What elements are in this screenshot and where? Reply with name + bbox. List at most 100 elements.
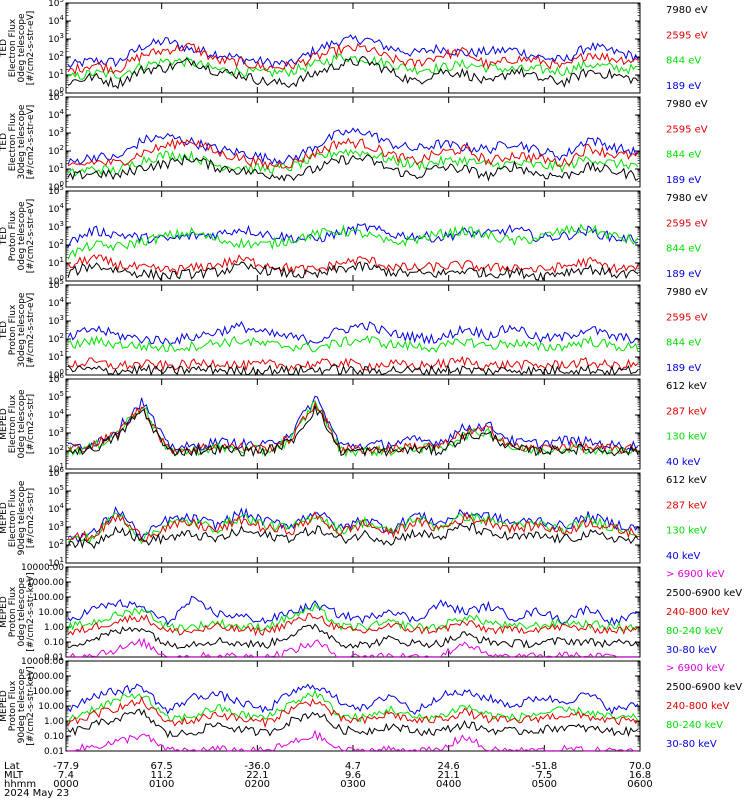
- y-axis-label: MEPEDProton Flux90deg telescope[#/cm2-s-…: [0, 666, 36, 745]
- y-axis-label: TEDProton Flux0deg telescope[#/cm2-s-str…: [0, 199, 36, 274]
- y-tick-label: 1000.00: [27, 578, 64, 588]
- y-tick-label: 10.00: [38, 608, 64, 618]
- panel-3: 100 101 102 103 104 105 TEDProton Flux0deg tel…: [0, 184, 708, 287]
- legend-entry: 844 eV: [666, 244, 701, 255]
- legend-entry: 130 keV: [666, 432, 707, 443]
- y-tick-label: 10000.00: [21, 563, 64, 573]
- legend-entry: 40 keV: [666, 551, 700, 562]
- series-line: [67, 363, 639, 377]
- y-tick-label: 102: [48, 332, 64, 345]
- y-tick-label: 102: [48, 444, 64, 457]
- y-tick-label: 0.10: [44, 638, 64, 648]
- plot-panels: 100 101 102 103 104 105 TEDElectron Flux0deg t…: [0, 0, 742, 757]
- panel-4: 100 101 102 103 104 105 TEDProton Flux30deg te…: [0, 278, 708, 381]
- x-tick-label-mlt: 16.8: [629, 770, 651, 781]
- y-tick-label: 104: [48, 108, 64, 121]
- series-line: [67, 127, 639, 166]
- legend-entry: 612 keV: [666, 475, 707, 486]
- y-tick-label: 105: [48, 484, 64, 497]
- legend-entry: 80-240 keV: [666, 720, 723, 731]
- y-tick-label: 106: [48, 466, 64, 479]
- y-tick-label: 1.00: [44, 623, 64, 633]
- y-tick-label: 102: [48, 538, 64, 551]
- series-line: [67, 595, 639, 627]
- y-tick-label: 101: [48, 350, 64, 363]
- y-tick-label: 10.00: [38, 702, 64, 712]
- y-tick-label: 100: [48, 274, 64, 287]
- x-tick-label-hhmm: 0600: [627, 779, 652, 790]
- series-line: [67, 696, 639, 729]
- y-tick-label: 104: [48, 502, 64, 515]
- y-tick-label: 103: [48, 520, 64, 533]
- legend-entry: 240-800 keV: [666, 701, 730, 712]
- series-line: [67, 522, 639, 550]
- x-tick-label-mlt: 11.2: [151, 770, 173, 781]
- series-line: [67, 148, 639, 178]
- y-tick-label: 101: [48, 256, 64, 269]
- legend-entry: 30-80 keV: [666, 645, 717, 656]
- x-tick-label-lat: -36.0: [244, 761, 270, 772]
- x-tick-label-mlt: 21.1: [438, 770, 460, 781]
- panel-5: 101 102 103 104 105 106 MEPEDElectron Flux0deg…: [0, 372, 707, 475]
- panel-8: 0.01 0.10 1.00 10.00 100.00 1000.00 10000.00ME…: [0, 657, 742, 757]
- y-axis-label: TEDElectron Flux0deg telescope[#/cm2-s-s…: [0, 11, 36, 86]
- y-axis-label: MEPEDElectron Flux0deg telescope[#/cm2-s…: [0, 389, 36, 459]
- x-tick-label-lat: -77.9: [53, 761, 79, 772]
- series-line: [67, 154, 639, 182]
- y-tick-label: 1000.00: [27, 672, 64, 682]
- y-tick-label: 102: [48, 50, 64, 63]
- y-tick-label: 100.00: [33, 687, 65, 697]
- y-tick-label: 103: [48, 126, 64, 139]
- series-line: [68, 637, 638, 658]
- y-tick-label: 102: [48, 238, 64, 251]
- x-tick-label-lat: 24.6: [438, 761, 460, 772]
- legend-entry: 287 keV: [666, 500, 707, 511]
- legend-entry: 844 eV: [666, 56, 701, 67]
- series-line: [67, 55, 639, 90]
- x-tick-label-lat: 70.0: [629, 761, 651, 772]
- y-tick-label: 100: [48, 368, 64, 381]
- series-line: [67, 401, 639, 455]
- y-tick-label: 106: [48, 372, 64, 385]
- y-axis-label: MEPEDElectron Flux90deg telescope[#/cm2-…: [0, 480, 36, 555]
- legend-entry: 7980 eV: [666, 287, 708, 298]
- x-tick-label-lat: -51.8: [531, 761, 557, 772]
- y-tick-label: 105: [48, 184, 64, 197]
- series-line: [67, 708, 639, 739]
- y-tick-label: 10000.00: [21, 657, 64, 667]
- y-tick-label: 103: [48, 314, 64, 327]
- x-tick-label-lat: 4.7: [345, 761, 361, 772]
- legend-entry: > 6900 keV: [666, 663, 725, 674]
- y-tick-label: 101: [48, 556, 64, 569]
- legend-entry: 7980 eV: [666, 5, 708, 16]
- y-tick-label: 101: [48, 68, 64, 81]
- x-tick-label-hhmm: 0200: [245, 779, 270, 790]
- legend-entry: 844 eV: [666, 338, 701, 349]
- legend-entry: > 6900 keV: [666, 569, 725, 580]
- x-tick-label-hhmm: 0500: [532, 779, 557, 790]
- legend-entry: 189 eV: [666, 363, 701, 374]
- series-line: [67, 506, 639, 542]
- y-tick-label: 100.00: [33, 593, 65, 603]
- series-line: [67, 137, 639, 171]
- x-tick-label-hhmm: 0100: [149, 779, 174, 790]
- series-line: [67, 42, 639, 76]
- x-tick-label-hhmm: 0000: [53, 779, 78, 790]
- x-row-label-date: 2024 May 23: [4, 788, 69, 799]
- y-tick-label: 104: [48, 408, 64, 421]
- x-tick-label-mlt: 22.1: [246, 770, 268, 781]
- y-tick-label: 103: [48, 426, 64, 439]
- y-axis-label: MEPEDProton Flux0deg telescope[#/cm2-s-s…: [0, 572, 36, 651]
- legend-entry: 80-240 keV: [666, 626, 723, 637]
- y-tick-label: 104: [48, 14, 64, 27]
- series-line: [67, 510, 639, 543]
- legend-entry: 2595 eV: [666, 218, 708, 229]
- series-line: [68, 729, 638, 752]
- y-tick-label: 0.01: [44, 747, 64, 757]
- y-axis-label: TEDProton Flux30deg telescope[#/cm2-s-st…: [0, 292, 36, 367]
- legend-entry: 2500-6900 keV: [666, 682, 742, 693]
- legend-entry: 189 eV: [666, 175, 701, 186]
